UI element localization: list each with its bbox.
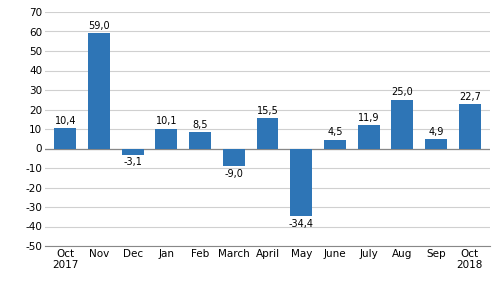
Text: -3,1: -3,1 bbox=[123, 158, 142, 167]
Text: -9,0: -9,0 bbox=[224, 169, 243, 179]
Bar bbox=[223, 148, 244, 166]
Bar bbox=[290, 148, 312, 216]
Bar bbox=[156, 129, 178, 148]
Text: -34,4: -34,4 bbox=[288, 218, 314, 229]
Bar bbox=[324, 140, 346, 148]
Text: 8,5: 8,5 bbox=[192, 120, 208, 130]
Text: 15,5: 15,5 bbox=[256, 106, 278, 116]
Bar bbox=[189, 132, 211, 148]
Text: 10,4: 10,4 bbox=[54, 116, 76, 126]
Text: 25,0: 25,0 bbox=[392, 87, 413, 98]
Bar bbox=[392, 100, 413, 148]
Bar bbox=[459, 104, 480, 148]
Bar bbox=[88, 33, 110, 148]
Text: 10,1: 10,1 bbox=[156, 116, 177, 127]
Bar bbox=[425, 139, 447, 148]
Bar bbox=[122, 148, 144, 154]
Text: 4,9: 4,9 bbox=[428, 127, 444, 136]
Text: 4,5: 4,5 bbox=[327, 128, 342, 137]
Bar bbox=[256, 118, 278, 148]
Bar bbox=[358, 125, 380, 148]
Bar bbox=[54, 128, 76, 148]
Text: 11,9: 11,9 bbox=[358, 113, 380, 123]
Text: 59,0: 59,0 bbox=[88, 21, 110, 31]
Text: 22,7: 22,7 bbox=[459, 92, 480, 102]
